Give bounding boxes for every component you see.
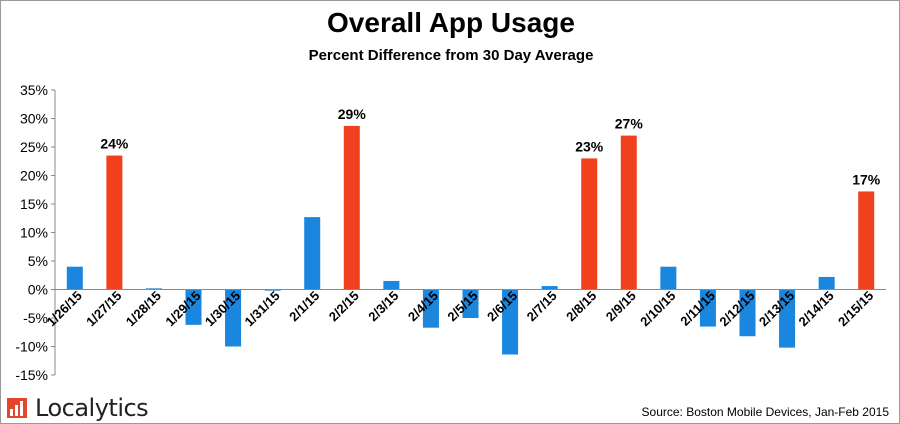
bar — [541, 286, 558, 290]
bar — [818, 276, 835, 290]
data-label: 17% — [852, 171, 881, 187]
data-label: 29% — [338, 106, 367, 122]
y-tick-label: 25% — [20, 139, 48, 155]
chart-title: Overall App Usage — [327, 7, 575, 38]
bar — [225, 289, 242, 347]
bar — [779, 289, 796, 348]
source-note: Source: Boston Mobile Devices, Jan-Feb 2… — [641, 405, 889, 419]
bar — [66, 266, 83, 290]
bar — [422, 289, 439, 328]
x-tick-label: 2/10/15 — [637, 288, 678, 329]
x-tick-label: 2/15/15 — [835, 288, 876, 329]
x-tick-label: 1/31/15 — [241, 288, 282, 329]
x-tick-label: 2/7/15 — [524, 288, 560, 324]
chart-subtitle: Percent Difference from 30 Day Average — [308, 47, 594, 64]
y-tick-label: 20% — [20, 168, 48, 184]
bar — [343, 125, 360, 290]
bar — [699, 289, 716, 327]
y-tick-label: 10% — [20, 225, 48, 241]
y-tick-label: 35% — [20, 82, 48, 98]
data-label: 27% — [615, 116, 644, 132]
data-label: 24% — [100, 136, 129, 152]
bar — [145, 288, 162, 290]
y-tick-label: 30% — [20, 111, 48, 127]
logo-text: Localytics — [35, 394, 149, 422]
localytics-logo-icon — [7, 398, 27, 418]
bar — [185, 289, 202, 325]
bar-chart: -15% -10% -5% 0% 5% 10% 15% 20% 25% 30% 35% 24% 29% 2… — [15, 82, 886, 383]
y-tick-label: -15% — [15, 367, 48, 383]
bar — [858, 191, 875, 290]
bar — [660, 266, 677, 290]
y-tick-label: 5% — [28, 253, 48, 269]
bar — [383, 280, 400, 290]
bar — [739, 289, 756, 337]
y-tick-label: 0% — [28, 282, 48, 298]
bar — [620, 135, 637, 290]
x-tick-label: 2/9/15 — [603, 288, 639, 324]
x-tick-label: 1/28/15 — [123, 288, 164, 329]
y-tick-label: 15% — [20, 196, 48, 212]
bar — [264, 289, 281, 291]
data-label: 23% — [575, 138, 604, 154]
y-tick-label: -5% — [23, 310, 48, 326]
x-tick-label: 2/14/15 — [795, 288, 836, 329]
x-tick-label: 2/8/15 — [563, 288, 599, 324]
y-tick-label: -10% — [15, 339, 48, 355]
x-tick-label: 2/3/15 — [365, 288, 401, 324]
x-tick-label: 1/26/15 — [44, 288, 85, 329]
localytics-logo: Localytics — [7, 393, 149, 423]
bar — [502, 289, 519, 355]
bar — [106, 155, 123, 290]
x-tick-label: 1/27/15 — [83, 288, 124, 329]
bar — [462, 289, 479, 318]
x-tick-label: 2/1/15 — [286, 288, 322, 324]
bar — [304, 217, 321, 290]
x-tick-label: 2/2/15 — [326, 288, 362, 324]
bar — [581, 158, 598, 290]
